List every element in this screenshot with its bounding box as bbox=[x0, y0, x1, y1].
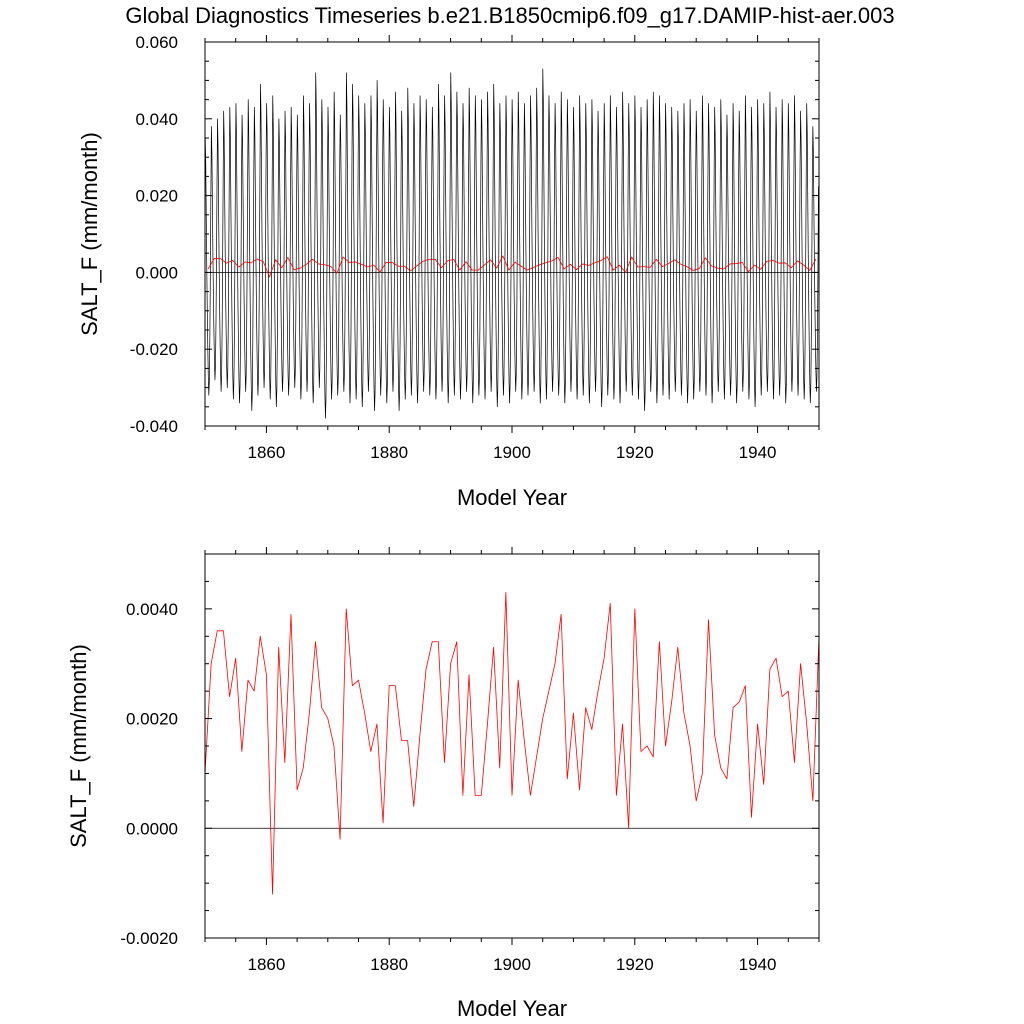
x-tick-label: 1940 bbox=[739, 955, 777, 974]
bottom-y-axis-label: SALT_F (mm/month) bbox=[66, 644, 91, 848]
y-tick-label: 0.0000 bbox=[126, 819, 178, 838]
y-tick-label: 0.000 bbox=[135, 263, 178, 282]
y-tick-label: 0.0040 bbox=[126, 600, 178, 619]
y-tick-label: 0.0020 bbox=[126, 710, 178, 729]
x-tick-label: 1920 bbox=[616, 443, 654, 462]
bottom-plot-frame bbox=[204, 553, 820, 939]
annual-mean-series-line bbox=[204, 592, 820, 895]
y-tick-label: 0.040 bbox=[135, 110, 178, 129]
x-tick-label: 1880 bbox=[370, 955, 408, 974]
y-tick-label: 0.060 bbox=[135, 33, 178, 52]
y-tick-label: -0.0020 bbox=[120, 929, 178, 948]
bottom-x-axis-label: Model Year bbox=[457, 996, 567, 1021]
top-panel: 1860 1880 1900 1920 1940 -0.040 -0.020 0.000 0.0… bbox=[77, 33, 820, 510]
x-tick-label: 1940 bbox=[739, 443, 777, 462]
y-tick-label: 0.020 bbox=[135, 187, 178, 206]
x-tick-label: 1900 bbox=[493, 955, 531, 974]
y-tick-label: -0.040 bbox=[130, 417, 178, 436]
top-x-axis-label: Model Year bbox=[457, 485, 567, 510]
annual-mean-series-line bbox=[207, 255, 817, 278]
x-tick-label: 1920 bbox=[616, 955, 654, 974]
top-y-axis-label: SALT_F (mm/month) bbox=[77, 132, 102, 336]
figure-title: Global Diagnostics Timeseries b.e21.B185… bbox=[125, 3, 894, 28]
x-tick-label: 1860 bbox=[247, 443, 285, 462]
y-tick-label: -0.020 bbox=[130, 340, 178, 359]
bottom-panel: 1860 1880 1900 1920 1940 -0.0020 0.0000 0.0020 0… bbox=[66, 547, 820, 1021]
x-tick-label: 1860 bbox=[247, 955, 285, 974]
x-tick-label: 1900 bbox=[493, 443, 531, 462]
monthly-series-line bbox=[204, 68, 819, 419]
x-tick-label: 1880 bbox=[370, 443, 408, 462]
